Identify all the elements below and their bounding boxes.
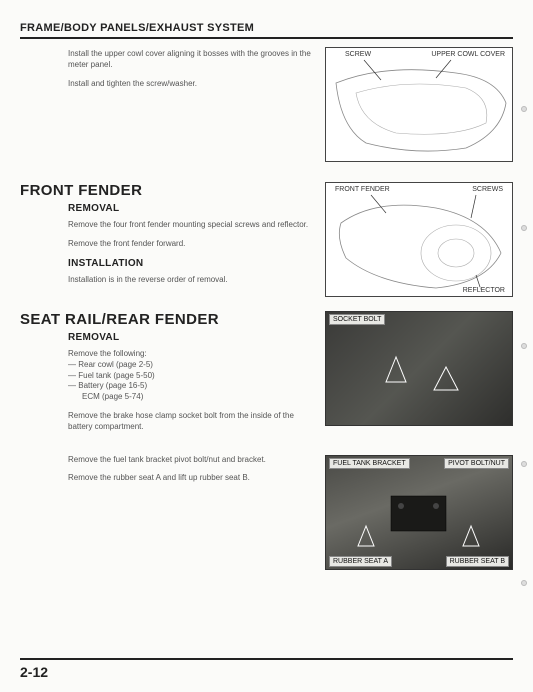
hole-icon xyxy=(521,580,527,586)
figure-upper-cowl: SCREW UPPER COWL COVER xyxy=(325,47,513,162)
section-seat-rail-1: SEAT RAIL/REAR FENDER REMOVAL Remove the… xyxy=(20,311,513,441)
list-item: ECM (page 5-74) xyxy=(68,392,315,403)
intro-p1: Install the upper cowl cover aligning it… xyxy=(68,49,315,71)
hole-icon xyxy=(521,106,527,112)
front-fender-p1: Remove the four front fender mounting sp… xyxy=(68,220,315,231)
front-fender-p3: Installation is in the reverse order of … xyxy=(68,275,315,286)
photo-socket-bolt: SOCKET BOLT xyxy=(325,311,513,426)
list-intro: Remove the following: xyxy=(68,349,315,360)
seat-rail-p2: Remove the brake hose clamp socket bolt … xyxy=(68,411,315,433)
photo-fuel-bracket: FUEL TANK BRACKET PIVOT BOLT/NUT RUBBER … xyxy=(325,455,513,570)
front-fender-body: FRONT FENDER REMOVAL Remove the four fro… xyxy=(20,182,315,297)
fig4-label-bracket: FUEL TANK BRACKET xyxy=(329,458,410,469)
header-title: FRAME/BODY PANELS/EXHAUST SYSTEM xyxy=(20,22,513,34)
seat-rail-list: Remove the following: Rear cowl (page 2-… xyxy=(68,349,315,403)
intro-text: Install the upper cowl cover aligning it… xyxy=(20,47,315,162)
list-item: Rear cowl (page 2-5) xyxy=(68,360,315,371)
photo2-overlay xyxy=(326,456,513,570)
fig1-label-uppercowl: UPPER COWL COVER xyxy=(430,51,506,58)
hole-icon xyxy=(521,461,527,467)
intro-p2: Install and tighten the screw/washer. xyxy=(68,79,315,90)
upper-cowl-svg xyxy=(326,48,513,162)
fig4-label-seatA: RUBBER SEAT A xyxy=(329,556,392,567)
seat-rail-p3b: Remove the rubber seat A and lift up rub… xyxy=(68,473,315,484)
front-fender-install-h: INSTALLATION xyxy=(68,258,315,269)
seat-rail-removal-h: REMOVAL xyxy=(68,332,315,343)
page-number: 2-12 xyxy=(20,664,513,680)
seat-rail-body-1: SEAT RAIL/REAR FENDER REMOVAL Remove the… xyxy=(20,311,315,441)
photo1-overlay xyxy=(326,312,513,426)
hole-icon xyxy=(521,343,527,349)
seat-rail-body-2: Remove the fuel tank bracket pivot bolt/… xyxy=(20,455,315,570)
seat-rail-p3a: Remove the fuel tank bracket pivot bolt/… xyxy=(68,455,315,466)
front-fender-p2: Remove the front fender forward. xyxy=(68,239,315,250)
page: FRAME/BODY PANELS/EXHAUST SYSTEM Install… xyxy=(0,0,533,692)
page-footer: 2-12 xyxy=(20,658,513,680)
section-front-fender: FRONT FENDER REMOVAL Remove the four fro… xyxy=(20,182,513,297)
list-item: Battery (page 16-5) xyxy=(68,381,315,392)
fig1-label-screw: SCREW xyxy=(344,51,372,58)
binder-holes xyxy=(521,0,529,692)
fig2-label-fender: FRONT FENDER xyxy=(334,186,391,193)
list-item: Fuel tank (page 5-50) xyxy=(68,371,315,382)
page-header: FRAME/BODY PANELS/EXHAUST SYSTEM xyxy=(20,22,513,39)
fig2-label-screws: SCREWS xyxy=(471,186,504,193)
front-fender-svg xyxy=(326,183,513,297)
fig3-label-socket: SOCKET BOLT xyxy=(329,314,385,325)
fig4-label-pivot: PIVOT BOLT/NUT xyxy=(444,458,509,469)
front-fender-removal-h: REMOVAL xyxy=(68,203,315,214)
intro-row: Install the upper cowl cover aligning it… xyxy=(20,47,513,162)
front-fender-title: FRONT FENDER xyxy=(20,182,315,199)
section-seat-rail-2: Remove the fuel tank bracket pivot bolt/… xyxy=(20,455,513,570)
figure-front-fender: FRONT FENDER SCREWS REFLECTOR xyxy=(325,182,513,297)
hole-icon xyxy=(521,225,527,231)
seat-rail-title: SEAT RAIL/REAR FENDER xyxy=(20,311,315,328)
fig2-label-reflector: REFLECTOR xyxy=(462,287,506,294)
fig4-label-seatB: RUBBER SEAT B xyxy=(446,556,509,567)
